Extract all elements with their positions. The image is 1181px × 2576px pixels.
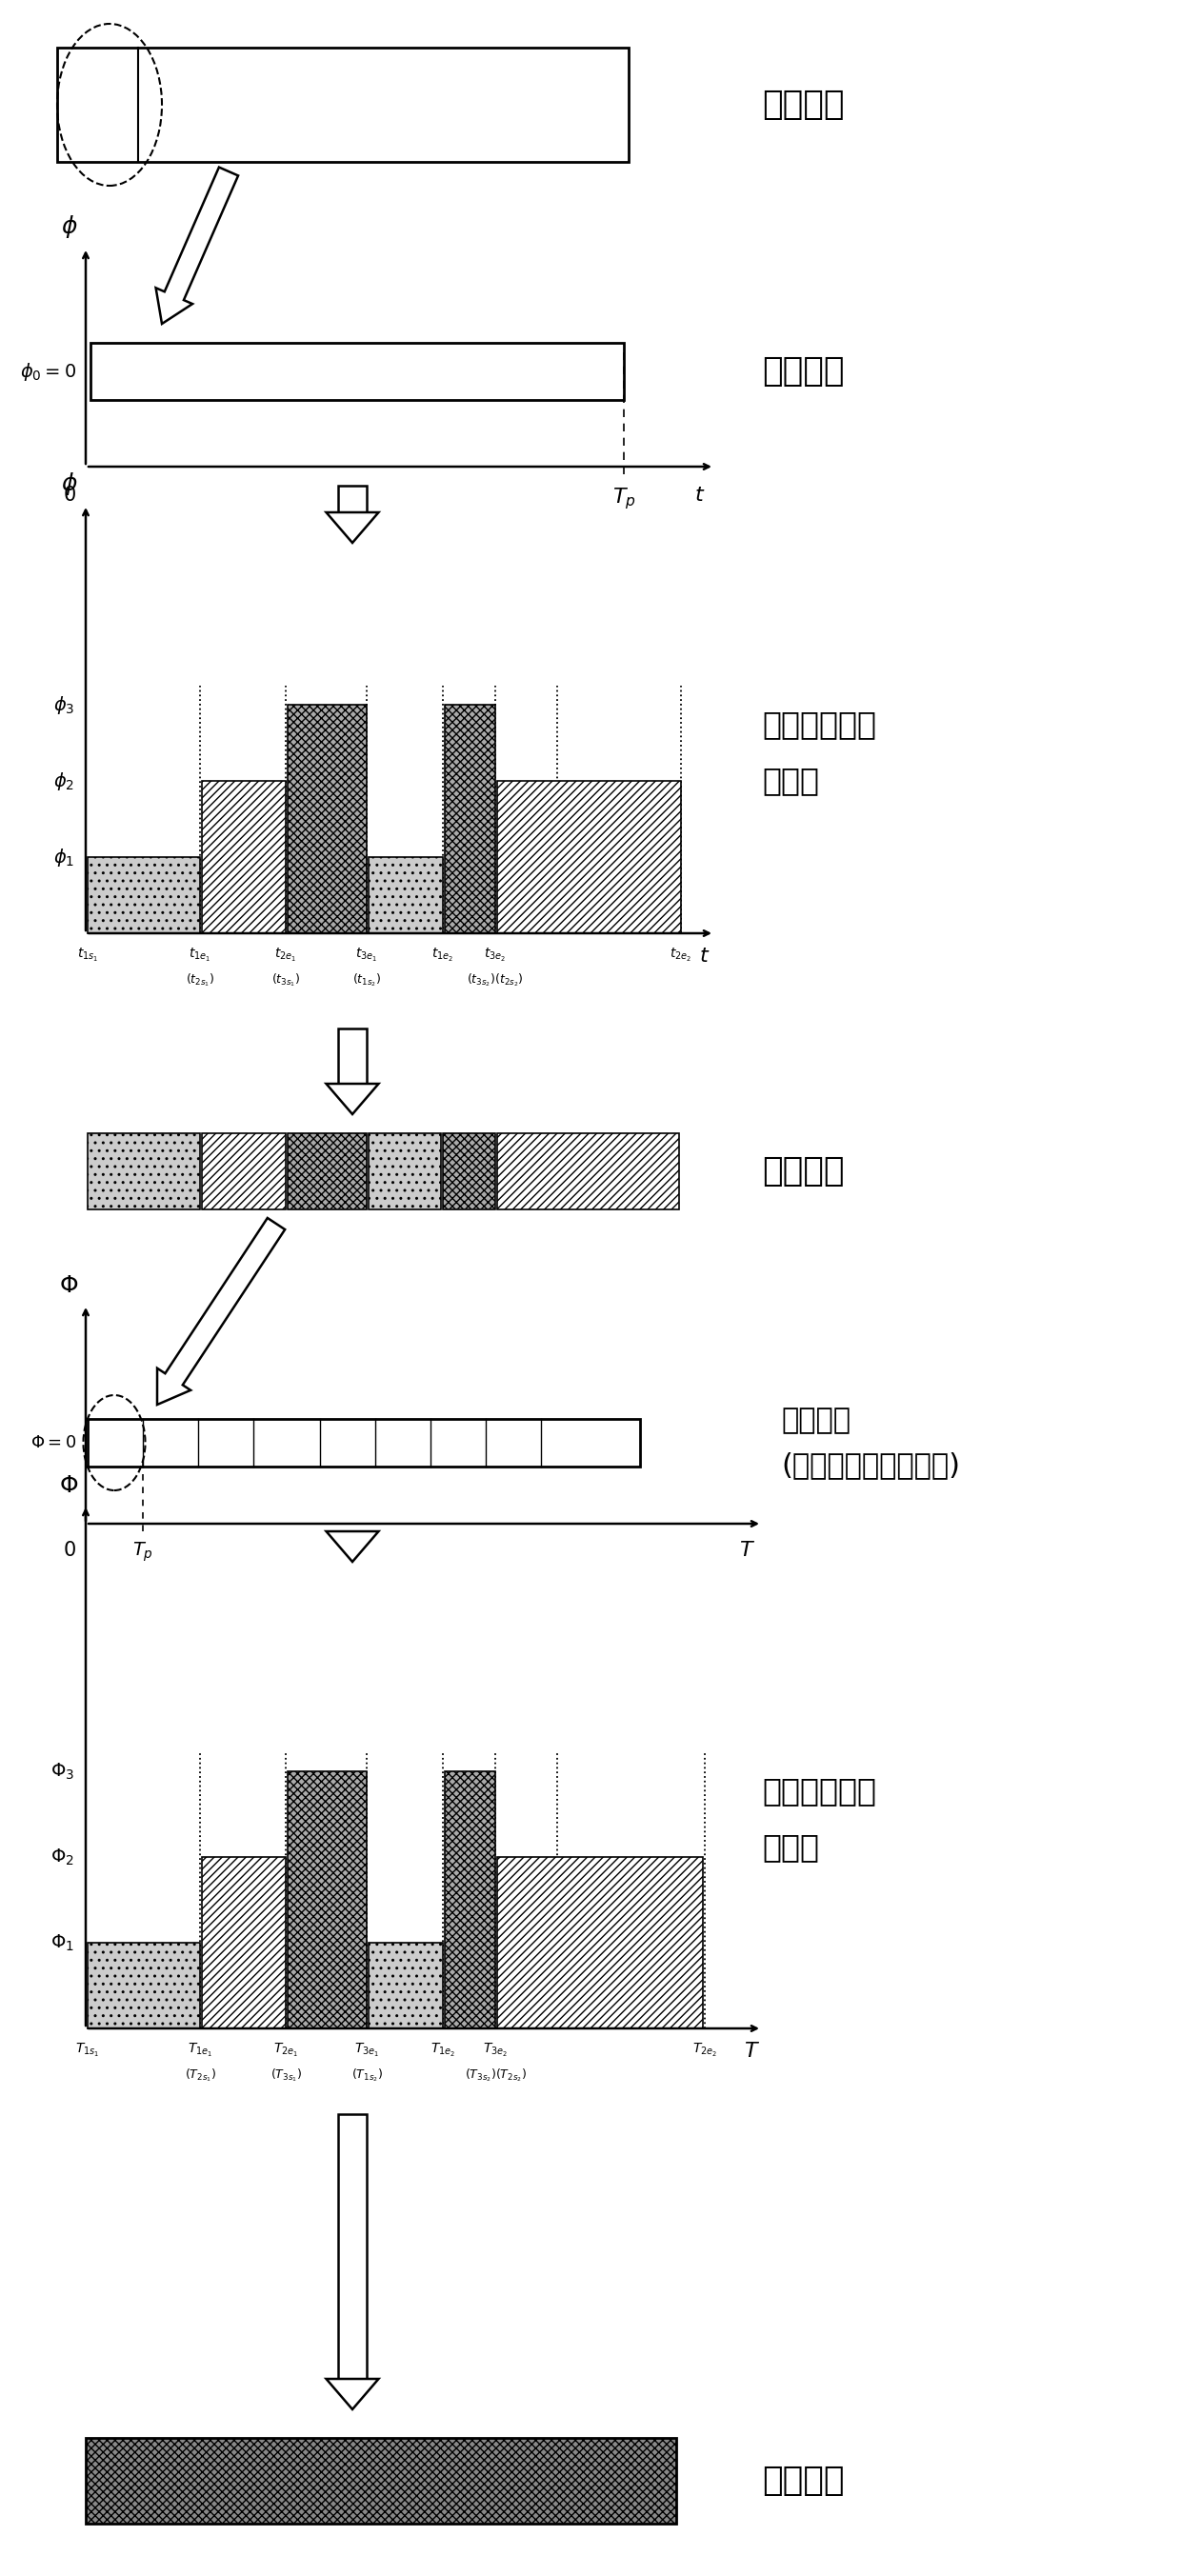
Polygon shape [326,1530,379,1561]
Text: $T_{2e_2}$: $T_{2e_2}$ [692,2043,717,2058]
Bar [87,858,200,933]
Text: $\phi_2$: $\phi_2$ [53,770,74,791]
Bar [368,1942,443,2027]
Text: $t$: $t$ [694,487,705,505]
Polygon shape [326,1084,379,1115]
Text: $T_{2e_1}$: $T_{2e_1}$ [273,2043,299,2058]
Text: $t_{3e_1}$: $t_{3e_1}$ [355,945,378,963]
Text: $(T_{3s_2})(T_{2s_2})$: $(T_{3s_2})(T_{2s_2})$ [464,2066,527,2084]
Text: $t_{2e_2}$: $t_{2e_2}$ [670,945,692,963]
Bar [338,2115,366,2378]
Text: $\phi_0=0$: $\phi_0=0$ [20,361,77,381]
Text: 三相位非等分
短调制: 三相位非等分 短调制 [762,708,876,796]
Text: $(t_{3s_1})$: $(t_{3s_1})$ [272,971,300,989]
Text: $(T_{3s_1})$: $(T_{3s_1})$ [270,2066,301,2084]
Polygon shape [157,1218,285,1404]
Bar [497,781,681,933]
Bar [202,1857,286,2027]
Bar [87,1419,640,1466]
Text: $t_{1s_1}$: $t_{1s_1}$ [77,945,98,963]
Bar [338,1530,366,1543]
Bar [86,2437,677,2524]
Bar [202,1133,286,1211]
Bar [497,1857,703,2027]
Text: $T_{1s_1}$: $T_{1s_1}$ [76,2043,99,2058]
Text: $t_{3e_2}$: $t_{3e_2}$ [484,945,507,963]
Bar [87,1133,200,1211]
Text: $T_{1e_2}$: $T_{1e_2}$ [430,2043,456,2058]
Text: $(t_{2s_1})$: $(t_{2s_1})$ [185,971,215,989]
Bar [288,706,366,933]
Bar [288,1133,366,1211]
Text: $\phi_1$: $\phi_1$ [53,845,74,868]
Text: $T_p$: $T_p$ [132,1540,154,1564]
Text: $\phi$: $\phi$ [61,214,78,240]
Text: $t$: $t$ [699,945,710,966]
Text: $T_{3e_1}$: $T_{3e_1}$ [354,2043,379,2058]
Text: $\phi$: $\phi$ [61,471,78,497]
Text: $T_{3e_2}$: $T_{3e_2}$ [483,2043,508,2058]
Text: $(T_{1s_2})$: $(T_{1s_2})$ [351,2066,383,2084]
Text: $T_{1e_1}$: $T_{1e_1}$ [188,2043,213,2058]
Bar [338,487,366,513]
Bar [443,1133,495,1211]
Text: $t_{2e_1}$: $t_{2e_1}$ [275,945,296,963]
Text: 干扰信号: 干扰信号 [762,2465,844,2496]
Bar [445,706,495,933]
Text: 输出信号: 输出信号 [762,1154,844,1188]
Text: $\Phi$: $\Phi$ [59,1473,78,1497]
Text: $(t_{1s_2})$: $(t_{1s_2})$ [352,971,381,989]
Text: $\phi_3$: $\phi_3$ [53,693,74,716]
Text: $\Phi_3$: $\Phi_3$ [51,1762,74,1783]
Polygon shape [156,167,239,325]
Text: $t_{1e_1}$: $t_{1e_1}$ [189,945,211,963]
Text: $t_{1e_2}$: $t_{1e_2}$ [432,945,454,963]
Bar [368,1133,441,1211]
Text: 输入信号: 输入信号 [762,355,844,386]
Text: $\Phi$: $\Phi$ [59,1275,78,1298]
Bar [368,858,443,933]
Text: $(T_{2s_1})$: $(T_{2s_1})$ [184,2066,216,2084]
Text: 雷达信号: 雷达信号 [762,88,844,121]
Bar [338,1028,366,1084]
Text: 0: 0 [64,1540,77,1561]
Text: 0: 0 [64,487,77,505]
Text: $T$: $T$ [739,1540,756,1561]
Text: $\Phi_1$: $\Phi_1$ [51,1932,74,1953]
Bar [57,46,628,162]
Bar [288,1772,366,2027]
Bar [91,343,624,399]
Polygon shape [326,513,379,544]
Bar [87,1942,200,2027]
Bar [202,781,286,933]
Text: $T$: $T$ [744,2043,761,2061]
Bar [497,1133,679,1211]
Bar [445,1772,495,2027]
Text: $\Phi=0$: $\Phi=0$ [31,1435,77,1450]
Text: 输入信号
(各分段均已做短调制): 输入信号 (各分段均已做短调制) [781,1406,960,1479]
Polygon shape [326,2378,379,2409]
Text: 三相位非等分
长调制: 三相位非等分 长调制 [762,1775,876,1862]
Text: $T_p$: $T_p$ [612,487,635,510]
Text: $(t_{3s_2})(t_{2s_2})$: $(t_{3s_2})(t_{2s_2})$ [466,971,523,989]
Text: $\Phi_2$: $\Phi_2$ [51,1847,74,1868]
